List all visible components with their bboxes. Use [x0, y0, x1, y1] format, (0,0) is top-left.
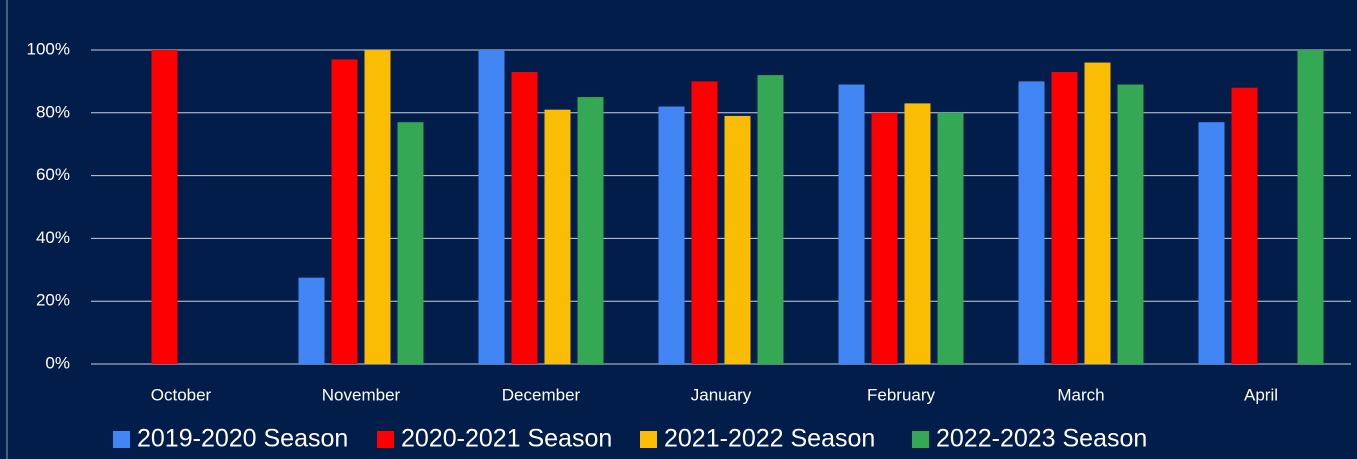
- bar: [871, 112, 898, 364]
- bar: [838, 84, 865, 364]
- bar: [904, 103, 931, 364]
- bar: [1297, 50, 1324, 364]
- x-tick-label: April: [1244, 385, 1278, 404]
- bar: [298, 277, 325, 364]
- y-tick-label: 40%: [36, 228, 70, 247]
- x-tick-label: October: [151, 385, 212, 404]
- legend-label: 2022-2023 Season: [936, 425, 1147, 453]
- legend-label: 2020-2021 Season: [401, 425, 612, 453]
- legend-swatch: [377, 431, 394, 448]
- legend-label: 2021-2022 Season: [664, 425, 875, 453]
- bar: [397, 122, 424, 364]
- y-tick-label: 60%: [36, 165, 70, 184]
- bar: [691, 81, 718, 365]
- bar: [724, 115, 751, 364]
- y-tick-label: 80%: [36, 102, 70, 121]
- x-tick-label: February: [867, 385, 936, 404]
- bar: [151, 50, 178, 364]
- bar: [1018, 81, 1045, 365]
- legend-swatch: [113, 431, 130, 448]
- legend-swatch: [640, 431, 657, 448]
- y-tick-label: 20%: [36, 291, 70, 310]
- y-tick-label: 100%: [27, 39, 70, 58]
- bar: [544, 109, 571, 364]
- bar: [364, 50, 391, 364]
- x-tick-label: March: [1057, 385, 1104, 404]
- bar: [1051, 71, 1078, 364]
- bar: [1084, 62, 1111, 365]
- bar: [658, 106, 685, 365]
- bar: [577, 97, 604, 364]
- bar: [478, 50, 505, 364]
- bar: [511, 71, 538, 364]
- bar: [331, 59, 358, 365]
- bar: [1198, 122, 1225, 364]
- bar: [937, 112, 964, 364]
- x-tick-label: January: [691, 385, 752, 404]
- legend-swatch: [912, 431, 929, 448]
- bar: [757, 75, 784, 365]
- x-tick-label: November: [322, 385, 401, 404]
- x-tick-label: December: [502, 385, 581, 404]
- y-tick-label: 0%: [45, 353, 70, 372]
- bar: [1117, 84, 1144, 364]
- bar: [1231, 87, 1258, 365]
- legend-label: 2019-2020 Season: [137, 425, 348, 453]
